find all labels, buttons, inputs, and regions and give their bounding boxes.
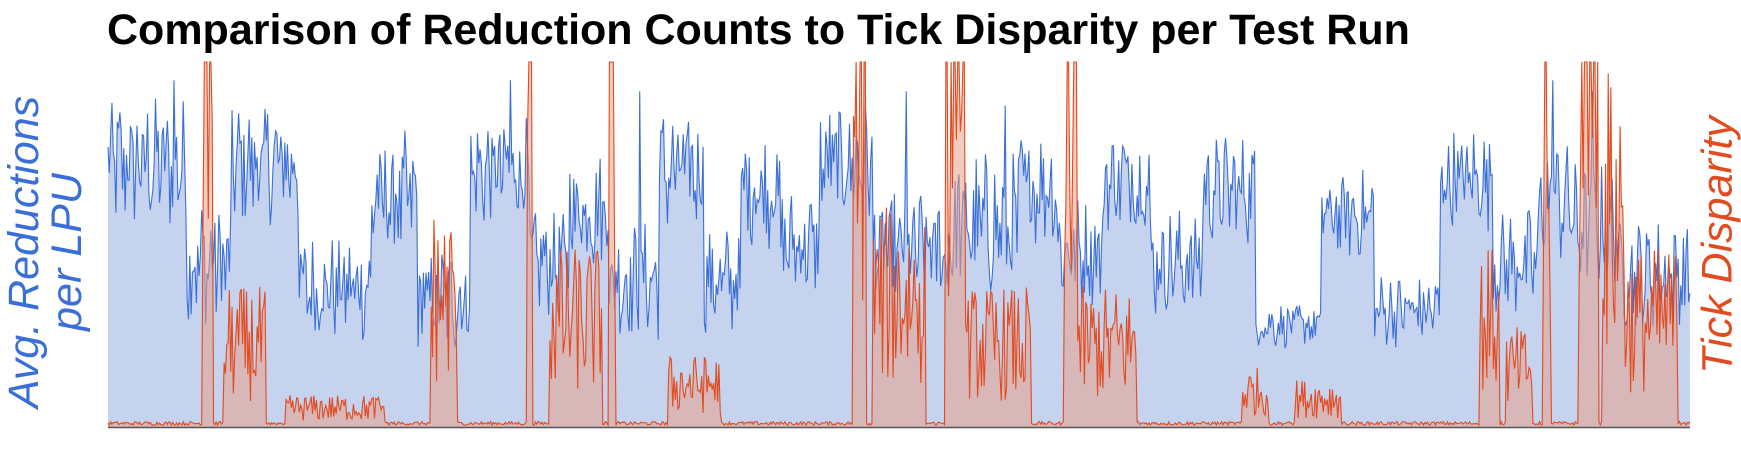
- avg-reductions-line: [107, 80, 1691, 349]
- tick-disparity-line: [107, 61, 1691, 428]
- chart-title: Comparison of Reduction Counts to Tick D…: [107, 6, 1410, 54]
- series-tick-disparity: [107, 61, 1691, 428]
- series-avg-reductions: [107, 80, 1691, 427]
